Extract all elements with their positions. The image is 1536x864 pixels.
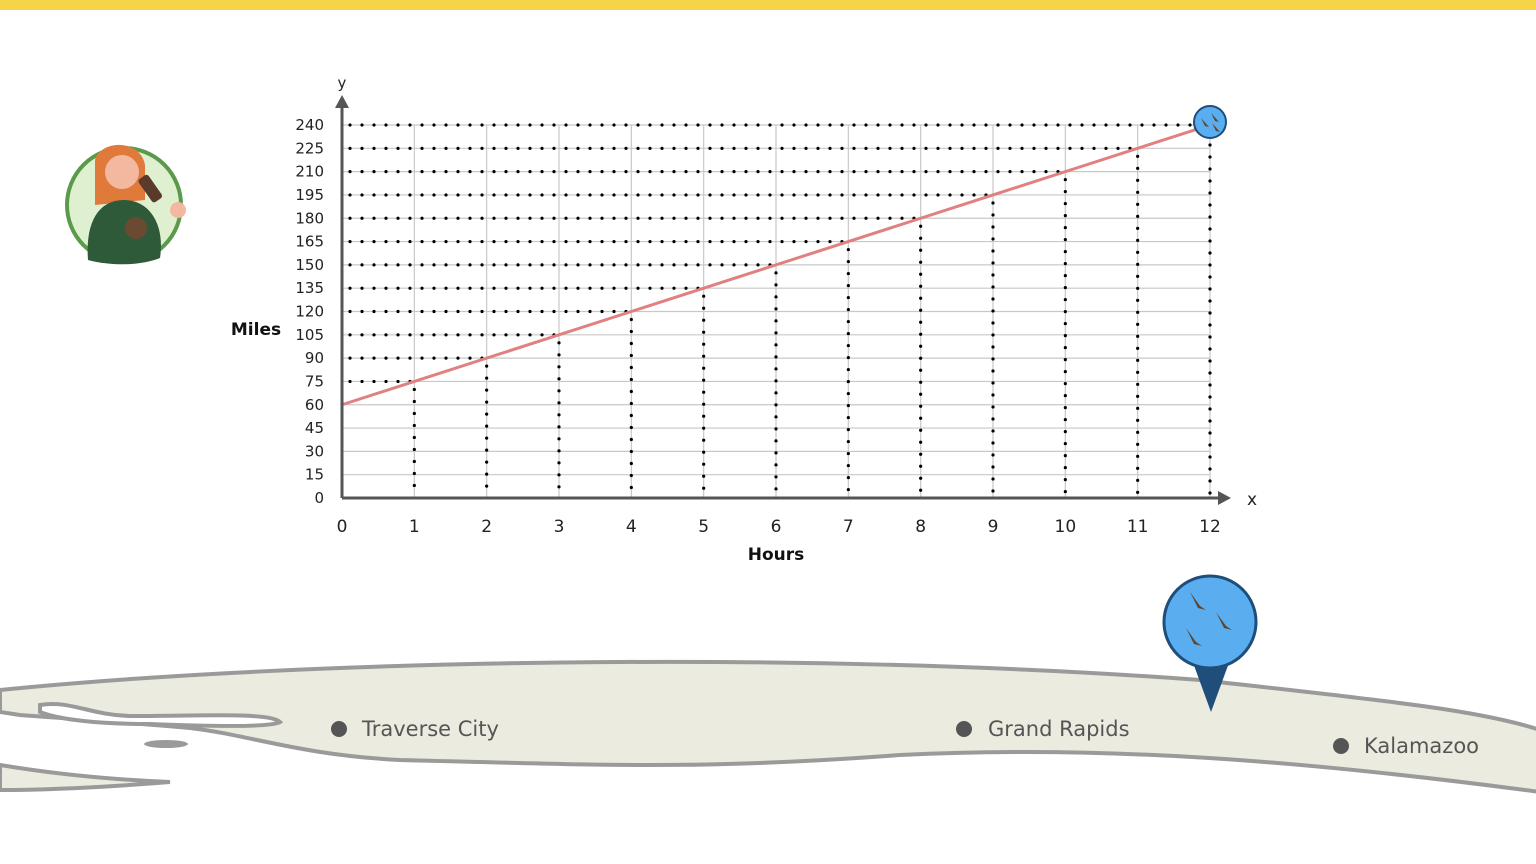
x-axis-arrow-icon bbox=[1218, 491, 1231, 505]
x-tick-label: 11 bbox=[1127, 517, 1149, 537]
geese-location-pin-icon bbox=[1162, 574, 1258, 712]
top-accent-bar bbox=[0, 0, 1536, 10]
map-island bbox=[144, 740, 188, 748]
y-tick-label: 90 bbox=[305, 349, 324, 367]
y-tick-label: 180 bbox=[295, 209, 324, 227]
chart: 0153045607590105120135150165180195210225… bbox=[231, 74, 1257, 565]
y-axis-letter: y bbox=[338, 74, 347, 92]
person-drinking-icon bbox=[65, 144, 186, 265]
y-tick-label: 195 bbox=[295, 186, 324, 204]
map-bay bbox=[38, 702, 284, 728]
x-axis-letter: x bbox=[1247, 490, 1257, 510]
y-axis-label: Miles bbox=[231, 320, 281, 340]
y-tick-label: 60 bbox=[305, 396, 324, 414]
y-tick-label: 15 bbox=[305, 466, 324, 484]
geese-icon bbox=[1193, 105, 1227, 139]
y-tick-label: 165 bbox=[295, 233, 324, 251]
x-tick-label: 7 bbox=[843, 517, 854, 537]
y-tick-label: 45 bbox=[305, 419, 324, 437]
y-tick-label: 135 bbox=[295, 279, 324, 297]
x-tick-label: 3 bbox=[554, 517, 565, 537]
y-tick-label: 240 bbox=[295, 116, 324, 134]
x-tick-label: 10 bbox=[1055, 517, 1077, 537]
x-tick-label: 9 bbox=[988, 517, 999, 537]
y-tick-label: 0 bbox=[314, 489, 324, 507]
x-tick-label: 6 bbox=[771, 517, 782, 537]
map-peninsula bbox=[0, 762, 171, 793]
x-tick-label: 2 bbox=[481, 517, 492, 537]
map: Traverse City Grand Rapids Kalamazoo bbox=[0, 659, 1536, 794]
geese-glyph bbox=[1201, 113, 1220, 132]
x-tick-label: 4 bbox=[626, 517, 637, 537]
city-label-kalamazoo: Kalamazoo bbox=[1364, 734, 1479, 758]
y-axis-arrow-icon bbox=[335, 95, 349, 108]
map-land bbox=[0, 659, 1536, 794]
city-dot bbox=[956, 721, 972, 737]
city-dot bbox=[331, 721, 347, 737]
y-tick-label: 75 bbox=[305, 372, 324, 390]
data-line bbox=[341, 123, 1211, 407]
x-tick-label: 0 bbox=[337, 517, 348, 537]
y-tick-label: 210 bbox=[295, 163, 324, 181]
city-label-traverse-city: Traverse City bbox=[361, 717, 499, 741]
y-tick-label: 30 bbox=[305, 442, 324, 460]
x-tick-label: 1 bbox=[409, 517, 420, 537]
y-tick-label: 225 bbox=[295, 139, 324, 157]
city-label-grand-rapids: Grand Rapids bbox=[988, 717, 1130, 741]
x-tick-label: 5 bbox=[698, 517, 709, 537]
city-dot bbox=[1333, 738, 1349, 754]
x-tick-label: 12 bbox=[1199, 517, 1221, 537]
y-tick-label: 105 bbox=[295, 326, 324, 344]
y-tick-label: 120 bbox=[295, 303, 324, 321]
x-axis-label: Hours bbox=[748, 545, 805, 565]
x-tick-label: 8 bbox=[915, 517, 926, 537]
y-tick-label: 150 bbox=[295, 256, 324, 274]
